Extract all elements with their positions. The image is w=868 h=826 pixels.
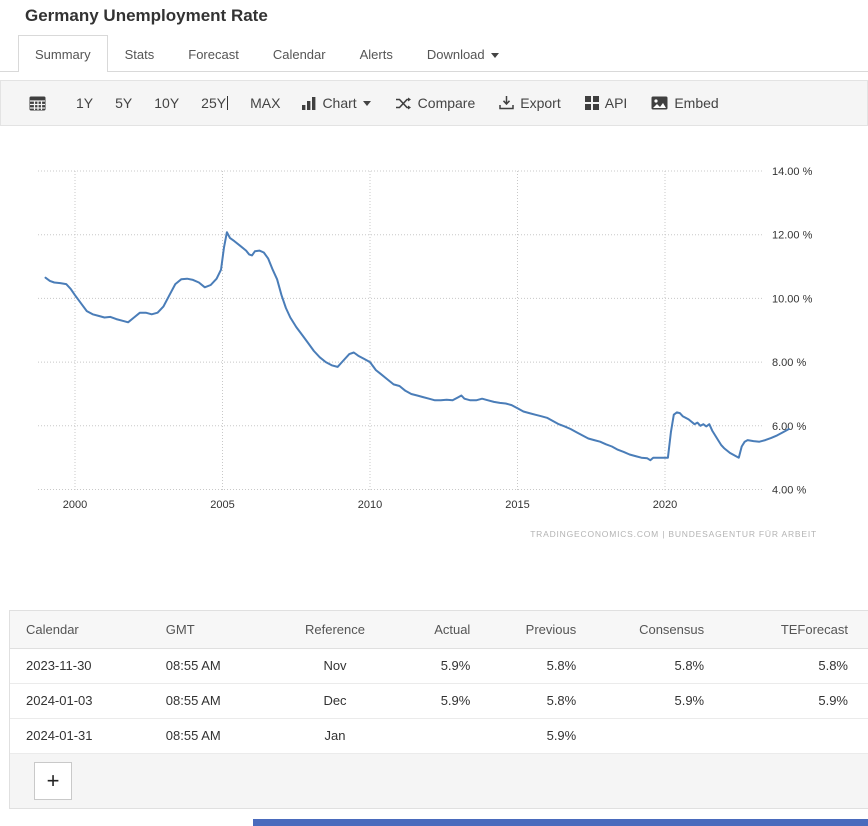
table-cell: 5.9%: [596, 683, 724, 718]
x-axis-label: 2010: [358, 499, 382, 511]
range-25y-button[interactable]: 25Y: [201, 95, 228, 111]
range-5y-button-label: 5Y: [115, 95, 132, 111]
table-header-row: CalendarGMTReferenceActualPreviousConsen…: [10, 611, 868, 648]
table-cell: 2024-01-31: [10, 718, 150, 753]
caret-down-icon: [363, 101, 371, 106]
table-cell: Nov: [268, 648, 403, 683]
tab-forecast[interactable]: Forecast: [171, 35, 256, 72]
col-header-teforecast: TEForecast: [724, 611, 868, 648]
unemployment-chart[interactable]: 4.00 % 6.00 % 8.00 % 10.00 % 12.00 % 14.00 % 2…: [0, 130, 868, 565]
table-cell: [402, 718, 490, 753]
table-row: 2023-11-3008:55 AMNov5.9%5.8%5.8%5.8%: [10, 648, 868, 683]
chart-watermark: TRADINGECONOMICS.COM | BUNDESAGENTUR FÜR…: [530, 529, 817, 539]
tab-alerts[interactable]: Alerts: [343, 35, 410, 72]
range-1y-button-label: 1Y: [76, 95, 93, 111]
table-cell: 5.8%: [490, 648, 596, 683]
add-row-button[interactable]: +: [34, 762, 72, 800]
table-cell: 5.9%: [724, 683, 868, 718]
calendar-range-button[interactable]: [29, 96, 52, 111]
tab-calendar[interactable]: Calendar: [256, 35, 343, 72]
range-25y-button-label: 25Y: [201, 95, 226, 111]
table-cell: 08:55 AM: [150, 718, 268, 753]
grid-icon: [585, 96, 599, 110]
x-axis-label: 2015: [505, 499, 529, 511]
embed-button[interactable]: Embed: [651, 95, 718, 111]
table-footer: +: [10, 754, 868, 808]
compare-button[interactable]: Compare: [395, 95, 476, 111]
table-cell: 08:55 AM: [150, 648, 268, 683]
table-cell: 5.9%: [402, 648, 490, 683]
table-cell: 5.8%: [596, 648, 724, 683]
calendar-table: CalendarGMTReferenceActualPreviousConsen…: [9, 610, 868, 809]
export-button-label: Export: [520, 95, 560, 111]
y-axis-label: 4.00 %: [772, 485, 806, 497]
tab-download[interactable]: Download: [410, 35, 516, 72]
chart-type-button[interactable]: Chart: [302, 95, 370, 111]
col-header-gmt: GMT: [150, 611, 268, 648]
download-icon: [499, 96, 514, 110]
col-header-actual: Actual: [402, 611, 490, 648]
table-cell: Jan: [268, 718, 403, 753]
text-cursor: [227, 96, 228, 110]
api-button-label: API: [605, 95, 628, 111]
table-cell: [724, 718, 868, 753]
image-icon: [651, 96, 668, 110]
x-axis-label: 2005: [210, 499, 234, 511]
tab-summary[interactable]: Summary: [18, 35, 108, 72]
table-row: 2024-01-0308:55 AMDec5.9%5.8%5.9%5.9%: [10, 683, 868, 718]
col-header-previous: Previous: [490, 611, 596, 648]
range-1y-button[interactable]: 1Y: [76, 95, 93, 111]
y-axis-label: 6.00 %: [772, 421, 806, 433]
col-header-reference: Reference: [268, 611, 403, 648]
table-cell: 5.9%: [490, 718, 596, 753]
tab-stats[interactable]: Stats: [108, 35, 172, 72]
table-cell: Dec: [268, 683, 403, 718]
table-row: 2024-01-3108:55 AMJan 5.9%: [10, 718, 868, 753]
col-header-calendar: Calendar: [10, 611, 150, 648]
page-title: Germany Unemployment Rate: [0, 0, 868, 32]
tab-bar: SummaryStatsForecastCalendarAlertsDownlo…: [0, 32, 868, 72]
range-10y-button-label: 10Y: [154, 95, 179, 111]
compare-button-label: Compare: [418, 95, 476, 111]
col-header-consensus: Consensus: [596, 611, 724, 648]
table-cell: [596, 718, 724, 753]
table-cell: 2023-11-30: [10, 648, 150, 683]
table-cell: 08:55 AM: [150, 683, 268, 718]
bar-chart-icon: [302, 97, 316, 110]
bottom-partial-bar: [253, 819, 868, 826]
table-cell: 2024-01-03: [10, 683, 150, 718]
range-5y-button[interactable]: 5Y: [115, 95, 132, 111]
table-cell: 5.9%: [402, 683, 490, 718]
x-axis-label: 2020: [653, 499, 677, 511]
shuffle-icon: [395, 97, 412, 110]
table-cell: 5.8%: [724, 648, 868, 683]
y-axis-label: 14.00 %: [772, 166, 813, 178]
api-button[interactable]: API: [585, 95, 628, 111]
caret-down-icon: [491, 53, 499, 58]
range-max-button-label: MAX: [250, 95, 280, 111]
calendar-icon: [29, 96, 46, 111]
embed-button-label: Embed: [674, 95, 718, 111]
chart-canvas[interactable]: 4.00 % 6.00 % 8.00 % 10.00 % 12.00 % 14.00 % 2…: [0, 130, 868, 565]
y-axis-label: 12.00 %: [772, 230, 813, 242]
chart-toolbar: 1Y 5Y 10Y 25Y MAX Chart Compare Export API Embed: [0, 80, 868, 126]
range-max-button[interactable]: MAX: [250, 95, 280, 111]
range-10y-button[interactable]: 10Y: [154, 95, 179, 111]
export-button[interactable]: Export: [499, 95, 560, 111]
table-cell: 5.8%: [490, 683, 596, 718]
x-axis-label: 2000: [63, 499, 87, 511]
chart-type-button-label: Chart: [322, 95, 356, 111]
y-axis-label: 10.00 %: [772, 293, 813, 305]
y-axis-label: 8.00 %: [772, 357, 806, 369]
